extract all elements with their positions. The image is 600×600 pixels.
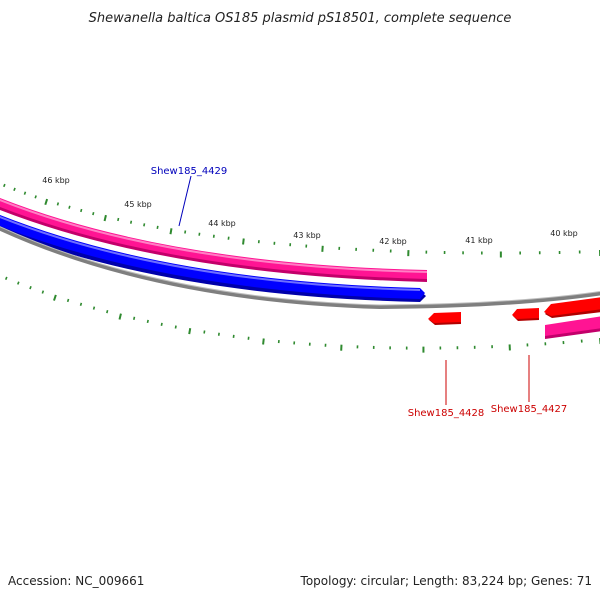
outer-tick-11 — [117, 217, 120, 222]
reverse-pink-track[interactable] — [545, 315, 600, 339]
outer-tick-12 — [129, 220, 133, 224]
gene-label-shew185-4427[interactable]: Shew185_4427 — [491, 404, 568, 415]
outer-tick-3 — [23, 191, 27, 195]
outer-tick-2 — [13, 187, 16, 192]
inner-tick-6 — [66, 298, 70, 303]
outer-tick-10 — [103, 214, 107, 222]
scale-label-42kbp: 42 kbp — [379, 237, 407, 246]
outer-tick-20 — [242, 238, 245, 245]
inner-tick-15 — [188, 327, 192, 335]
inner-tick-10 — [118, 313, 122, 320]
inner-tick-14 — [174, 325, 177, 329]
genome-summary-text: Topology: circular; Length: 83,224 bp; G… — [300, 574, 592, 588]
outer-scale-ticks — [3, 183, 600, 258]
inner-scale-ticks — [4, 276, 600, 353]
gene-label-shew185-4428[interactable]: Shew185_4428 — [408, 408, 485, 419]
inner-tick-20 — [262, 338, 265, 345]
inner-tick-5 — [53, 294, 57, 301]
inner-tick-9 — [106, 310, 109, 314]
outer-tick-9 — [92, 211, 95, 216]
scale-label-40kbp: 40 kbp — [550, 229, 578, 238]
gene-reverse-right-edge[interactable] — [544, 296, 600, 318]
scale-label-46kbp: 46 kbp — [42, 176, 70, 185]
inner-tick-13 — [160, 322, 163, 326]
inner-tick-11 — [133, 316, 136, 320]
inner-tick-2 — [17, 281, 20, 285]
scale-label-41kbp: 41 kbp — [465, 236, 493, 245]
leader-line-shew185-4429 — [178, 175, 192, 227]
gene-shew185-4427[interactable] — [512, 308, 539, 321]
outer-tick-8 — [80, 208, 83, 213]
outer-tick-13 — [143, 223, 146, 227]
inner-tick-3 — [29, 285, 32, 290]
scale-label-44kbp: 44 kbp — [208, 219, 236, 228]
outer-tick-6 — [56, 202, 60, 206]
forward-pink-track[interactable] — [0, 194, 428, 282]
accession-text: Accession: NC_009661 — [8, 574, 144, 588]
inner-tick-7 — [79, 302, 83, 306]
gene-shew185-4429[interactable] — [0, 211, 426, 302]
inner-tick-8 — [92, 306, 96, 310]
outer-tick-5 — [44, 198, 49, 206]
inner-tick-12 — [146, 319, 149, 324]
plasmid-backbone — [0, 226, 600, 310]
scale-label-43kbp: 43 kbp — [293, 231, 321, 240]
outer-tick-1 — [3, 183, 6, 188]
outer-tick-15 — [169, 228, 173, 235]
outer-tick-7 — [68, 205, 71, 209]
inner-tick-1 — [4, 276, 8, 280]
scale-labels: 46 kbp 45 kbp 44 kbp 43 kbp 42 kbp 41 kb… — [42, 176, 578, 246]
gene-shew185-4428[interactable] — [428, 312, 461, 325]
gene-label-shew185-4429[interactable]: Shew185_4429 — [151, 166, 228, 177]
outer-tick-14 — [156, 225, 159, 229]
outer-tick-4 — [34, 195, 37, 199]
scale-label-45kbp: 45 kbp — [124, 200, 152, 209]
map-title: Shewanella baltica OS185 plasmid pS18501… — [89, 11, 512, 26]
inner-tick-4 — [41, 290, 45, 294]
